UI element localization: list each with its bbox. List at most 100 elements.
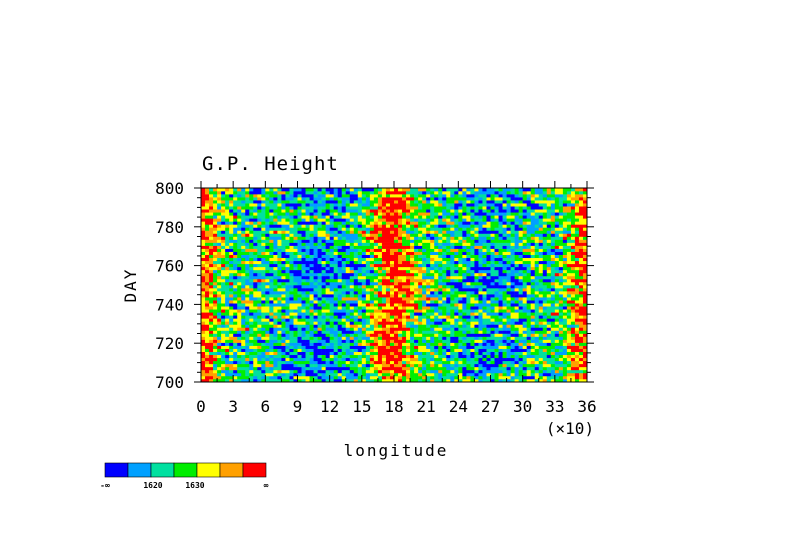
heatmap-cell — [538, 269, 544, 274]
heatmap-cell — [353, 269, 359, 274]
heatmap-cell — [506, 366, 511, 371]
heatmap-cell — [546, 285, 552, 289]
heatmap-cell — [466, 251, 471, 255]
heatmap-cell — [534, 336, 540, 340]
heatmap-cell — [510, 306, 515, 310]
heatmap-cell — [542, 288, 548, 292]
heatmap-cell — [566, 315, 572, 319]
heatmap-cell — [426, 288, 431, 292]
heatmap-cell — [534, 327, 540, 331]
heatmap-cell — [446, 369, 451, 374]
heatmap-cell — [249, 254, 254, 259]
heatmap-cell — [225, 300, 230, 304]
heatmap-cell — [361, 375, 367, 380]
heatmap-cell — [486, 318, 491, 322]
heatmap-cell — [321, 230, 326, 234]
heatmap-cell — [414, 294, 419, 298]
heatmap-cell — [225, 318, 230, 322]
heatmap-cell — [554, 354, 560, 359]
heatmap-cell — [430, 297, 435, 301]
heatmap-cell — [389, 248, 395, 252]
heatmap-cell — [398, 327, 403, 331]
heatmap-cell — [385, 336, 391, 340]
heatmap-cell — [257, 372, 262, 377]
heatmap-cell — [450, 300, 455, 304]
heatmap-cell — [333, 260, 339, 265]
heatmap-cell — [482, 363, 487, 368]
heatmap-cell — [209, 342, 214, 346]
heatmap-cell — [365, 236, 371, 240]
heatmap-cell — [514, 321, 519, 325]
heatmap-cell — [313, 285, 318, 289]
heatmap-cell — [321, 354, 326, 359]
heatmap-cell — [213, 230, 218, 234]
heatmap-cell — [522, 236, 527, 240]
heatmap-cell — [510, 266, 515, 271]
heatmap-cell — [353, 245, 359, 249]
heatmap-cell — [434, 372, 439, 377]
heatmap-cell — [345, 351, 351, 356]
heatmap-cell — [241, 375, 246, 380]
heatmap-cell — [373, 224, 379, 228]
heatmap-cell — [450, 230, 455, 234]
heatmap-cell — [534, 294, 540, 298]
heatmap-cell — [442, 245, 447, 249]
heatmap-cell — [301, 245, 306, 249]
heatmap-cell — [458, 300, 463, 304]
heatmap-cell — [237, 366, 242, 371]
heatmap-cell — [289, 236, 294, 240]
heatmap-cell — [462, 354, 467, 359]
heatmap-cell — [337, 272, 343, 277]
heatmap-cell — [321, 306, 326, 310]
heatmap-cell — [546, 275, 552, 280]
heatmap-cell — [225, 330, 230, 334]
heatmap-cell — [434, 227, 439, 231]
heatmap-cell — [297, 263, 302, 268]
heatmap-cell — [265, 339, 270, 343]
heatmap-cell — [426, 257, 431, 262]
heatmap-cell — [518, 348, 523, 352]
heatmap-cell — [574, 227, 580, 231]
heatmap-cell — [566, 360, 572, 365]
heatmap-cell — [285, 239, 290, 243]
heatmap-cell — [418, 375, 423, 380]
heatmap-cell — [570, 257, 576, 262]
heatmap-cell — [430, 369, 435, 374]
heatmap-cell — [510, 272, 515, 277]
heatmap-cell — [381, 324, 387, 328]
heatmap-cell — [301, 378, 306, 383]
heatmap-cell — [522, 369, 527, 374]
heatmap-cell — [558, 378, 564, 383]
heatmap-cell — [502, 351, 507, 356]
heatmap-cell — [502, 339, 507, 343]
heatmap-cell — [470, 224, 475, 228]
heatmap-cell — [450, 369, 455, 374]
heatmap-cell — [422, 251, 427, 255]
heatmap-cell — [297, 254, 302, 259]
heatmap-cell — [301, 336, 306, 340]
heatmap-cell — [293, 278, 298, 283]
heatmap-cell — [357, 363, 363, 368]
heatmap-cell — [269, 327, 274, 331]
heatmap-cell — [257, 366, 262, 371]
heatmap-cell — [546, 236, 552, 240]
heatmap-cell — [506, 248, 511, 252]
heatmap-cell — [381, 251, 387, 255]
heatmap-cell — [574, 312, 580, 316]
heatmap-cell — [325, 242, 330, 246]
heatmap-cell — [241, 360, 246, 365]
heatmap-cell — [337, 342, 343, 346]
heatmap-cell — [554, 230, 560, 234]
heatmap-cell — [486, 354, 491, 359]
heatmap-cell — [418, 275, 423, 280]
heatmap-cell — [534, 230, 540, 234]
heatmap-cell — [213, 330, 218, 334]
heatmap-cell — [257, 257, 262, 262]
heatmap-cell — [389, 309, 395, 313]
heatmap-cell — [385, 278, 391, 283]
heatmap-cell — [325, 366, 330, 371]
heatmap-cell — [341, 366, 347, 371]
heatmap-cell — [205, 375, 210, 380]
heatmap-cell — [550, 315, 556, 319]
heatmap-cell — [478, 294, 483, 298]
